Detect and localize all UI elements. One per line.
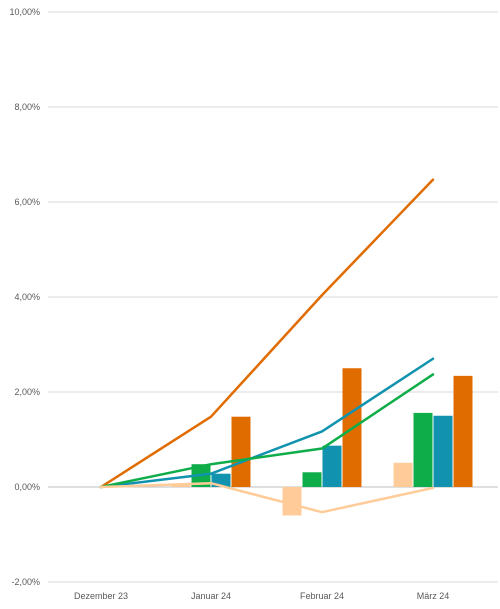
- x-tick-label: Januar 24: [191, 591, 231, 601]
- bar: [231, 416, 251, 487]
- bar: [322, 445, 342, 487]
- bar: [302, 472, 322, 487]
- y-tick-label: 10,00%: [9, 7, 40, 17]
- series-line: [99, 373, 435, 489]
- bar-series-group: [171, 368, 473, 516]
- x-axis-tick-labels: Dezember 23 Januar 24 Februar 24 März 24: [74, 591, 449, 601]
- x-tick-label: Dezember 23: [74, 591, 128, 601]
- series-line: [99, 178, 435, 489]
- y-tick-label: -2,00%: [11, 577, 40, 587]
- y-tick-label: 6,00%: [14, 197, 40, 207]
- series-line: [99, 357, 435, 489]
- y-tick-label: 4,00%: [14, 292, 40, 302]
- gridlines: [48, 11, 498, 583]
- y-axis-tick-labels: -2,00% 0,00% 2,00% 4,00% 6,00% 8,00% 10,00%: [9, 7, 40, 587]
- y-tick-label: 0,00%: [14, 482, 40, 492]
- bar: [453, 375, 473, 487]
- series-line: [99, 481, 435, 514]
- bar: [413, 412, 433, 487]
- x-tick-label: Februar 24: [300, 591, 344, 601]
- bar: [433, 415, 453, 487]
- x-tick-label: März 24: [417, 591, 450, 601]
- line-series-group: [99, 178, 435, 514]
- bar: [393, 462, 413, 487]
- y-tick-label: 8,00%: [14, 102, 40, 112]
- y-tick-label: 2,00%: [14, 387, 40, 397]
- bar: [282, 487, 302, 516]
- bar: [171, 484, 191, 487]
